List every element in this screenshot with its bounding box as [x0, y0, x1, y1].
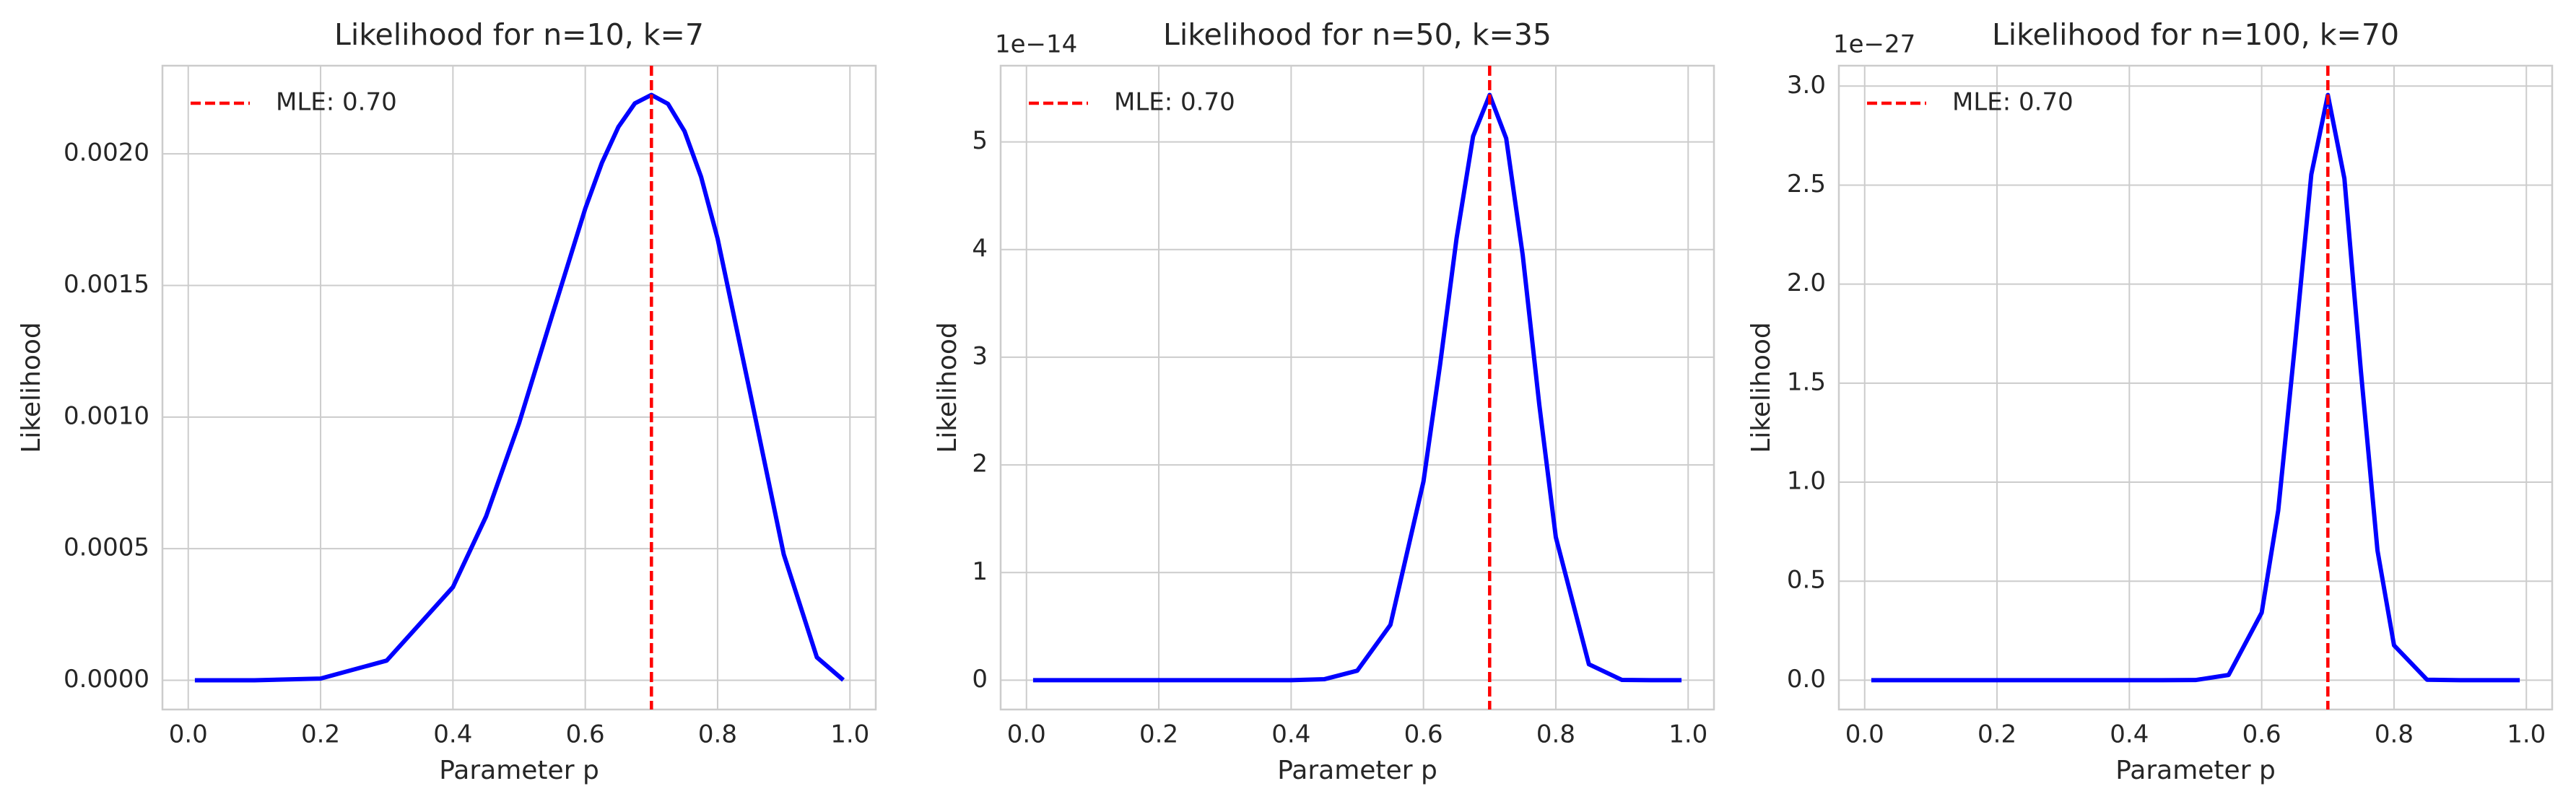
y-tick-label: 1	[972, 557, 988, 586]
x-tick-label: 0.0	[1845, 720, 1884, 749]
y-tick-label: 0.0010	[64, 401, 149, 430]
y-tick-label: 2.0	[1787, 269, 1826, 297]
y-tick-label: 3.0	[1787, 71, 1826, 100]
subplot: 0.0 0.2 0.4 0.6 0.8 1.0 0.0 0.5 1.0 1.5 2.0 2.5 3.0 M…	[1746, 17, 2554, 785]
y-axis-label: Likelihood	[933, 322, 962, 453]
legend-label: MLE: 0.70	[1114, 88, 1235, 117]
x-axis-label: Parameter p	[1277, 756, 1437, 785]
x-tick-label: 0.8	[2375, 720, 2414, 749]
legend-label: MLE: 0.70	[276, 88, 397, 117]
x-tick-label: 0.4	[433, 720, 472, 749]
y-tick-label: 1.0	[1787, 467, 1826, 496]
x-tick-label: 0.8	[1536, 720, 1575, 749]
legend-label: MLE: 0.70	[1952, 88, 2074, 117]
x-tick-label: 0.6	[566, 720, 605, 749]
likelihood-line	[1032, 92, 1682, 683]
x-tick-label: 0.2	[1977, 720, 2016, 749]
x-tick-label: 0.0	[1007, 720, 1046, 749]
likelihood-line	[194, 92, 845, 683]
y-tick-label: 0.0005	[64, 533, 149, 562]
subplot: 0.0 0.2 0.4 0.6 0.8 1.0 0 1 2 3 4 5 MLE: 0.70 Likelih…	[933, 17, 1715, 785]
subplot: 0.0 0.2 0.4 0.6 0.8 1.0 0.0000 0.0005 0.0010 0.00…	[17, 17, 877, 785]
x-tick-label: 1.0	[1668, 720, 1707, 749]
x-tick-label: 0.2	[301, 720, 340, 749]
y-tick-label: 1.5	[1787, 367, 1826, 396]
chart-title: Likelihood for n=100, k=70	[1992, 17, 2399, 52]
y-tick-label: 0.0020	[64, 139, 149, 167]
y-tick-label: 0	[972, 665, 988, 694]
axes-frame	[161, 64, 877, 711]
y-offset-label: 1e−27	[1833, 30, 1915, 59]
x-tick-label: 0.6	[1404, 720, 1443, 749]
plot-area	[1001, 66, 1714, 710]
plot-area	[1839, 66, 2552, 710]
x-tick-label: 0.2	[1139, 720, 1178, 749]
y-tick-label: 0.5	[1787, 566, 1826, 595]
likelihood-line	[1871, 92, 2520, 683]
y-tick-label: 5	[972, 126, 988, 155]
x-tick-label: 0.4	[2110, 720, 2149, 749]
x-tick-label: 0.4	[1271, 720, 1310, 749]
x-tick-label: 1.0	[2507, 720, 2546, 749]
y-axis-label: Likelihood	[17, 322, 46, 453]
plot-area	[162, 66, 876, 710]
axes-frame	[999, 64, 1715, 711]
y-tick-label: 2	[972, 450, 988, 479]
y-axis-label: Likelihood	[1746, 322, 1776, 453]
axes-frame	[1837, 64, 2554, 711]
y-tick-label: 0.0000	[64, 665, 149, 694]
x-axis-label: Parameter p	[2115, 756, 2276, 785]
y-tick-label: 2.5	[1787, 170, 1826, 198]
y-tick-label: 4	[972, 234, 988, 263]
y-tick-label: 0.0015	[64, 270, 149, 299]
x-tick-label: 0.6	[2242, 720, 2281, 749]
y-offset-label: 1e−14	[995, 30, 1077, 59]
x-axis-label: Parameter p	[439, 756, 599, 785]
y-tick-label: 3	[972, 341, 988, 370]
x-tick-label: 0.0	[169, 720, 208, 749]
chart-title: Likelihood for n=50, k=35	[1163, 17, 1552, 52]
y-tick-label: 0.0	[1787, 665, 1826, 694]
x-tick-label: 1.0	[830, 720, 869, 749]
chart-title: Likelihood for n=10, k=7	[334, 17, 704, 52]
x-tick-label: 0.8	[698, 720, 737, 749]
